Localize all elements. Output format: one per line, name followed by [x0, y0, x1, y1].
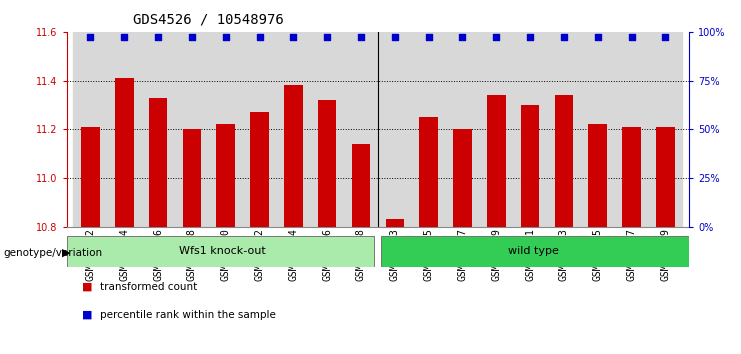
Bar — [67, 236, 374, 267]
Point — [355, 34, 367, 40]
Bar — [385, 219, 404, 227]
Bar — [378, 32, 412, 227]
Text: wild type: wild type — [508, 246, 559, 256]
Point — [389, 34, 401, 40]
Point — [491, 34, 502, 40]
Bar — [453, 129, 472, 227]
Point — [524, 34, 536, 40]
Bar — [445, 32, 479, 227]
Bar — [73, 32, 107, 227]
Point — [625, 34, 637, 40]
Bar — [514, 32, 547, 227]
Point — [422, 34, 434, 40]
Bar — [115, 78, 133, 227]
Text: transformed count: transformed count — [100, 282, 197, 292]
Bar — [141, 32, 175, 227]
Point — [592, 34, 604, 40]
Text: ■: ■ — [82, 310, 92, 320]
Bar — [149, 98, 167, 227]
Bar — [648, 32, 682, 227]
Bar — [555, 95, 574, 227]
Bar — [487, 95, 505, 227]
Point — [253, 34, 265, 40]
Text: percentile rank within the sample: percentile rank within the sample — [100, 310, 276, 320]
Point — [84, 34, 96, 40]
Bar — [352, 144, 370, 227]
Point — [186, 34, 198, 40]
Text: GDS4526 / 10548976: GDS4526 / 10548976 — [133, 12, 284, 27]
Point — [558, 34, 570, 40]
Point — [119, 34, 130, 40]
Bar — [209, 32, 242, 227]
Bar — [318, 100, 336, 227]
Bar — [547, 32, 581, 227]
Point — [220, 34, 232, 40]
Bar — [175, 32, 209, 227]
Point — [322, 34, 333, 40]
Bar — [182, 129, 201, 227]
Bar — [250, 112, 269, 227]
Text: ■: ■ — [82, 282, 92, 292]
Point — [288, 34, 299, 40]
Bar — [284, 85, 302, 227]
Bar — [656, 127, 675, 227]
Point — [152, 34, 164, 40]
Text: genotype/variation: genotype/variation — [4, 248, 103, 258]
Bar — [344, 32, 378, 227]
Bar — [310, 32, 344, 227]
Bar — [479, 32, 514, 227]
Bar — [615, 32, 648, 227]
Bar — [81, 127, 100, 227]
Bar — [581, 32, 615, 227]
Bar — [276, 32, 310, 227]
Text: ▶: ▶ — [62, 248, 70, 258]
Bar — [622, 127, 641, 227]
Bar — [216, 124, 235, 227]
Bar — [588, 124, 607, 227]
Point — [659, 34, 671, 40]
Bar — [107, 32, 141, 227]
Bar — [412, 32, 445, 227]
Text: Wfs1 knock-out: Wfs1 knock-out — [179, 246, 266, 256]
Bar — [419, 117, 438, 227]
Bar — [242, 32, 276, 227]
Bar — [382, 236, 689, 267]
Point — [456, 34, 468, 40]
Bar — [521, 105, 539, 227]
